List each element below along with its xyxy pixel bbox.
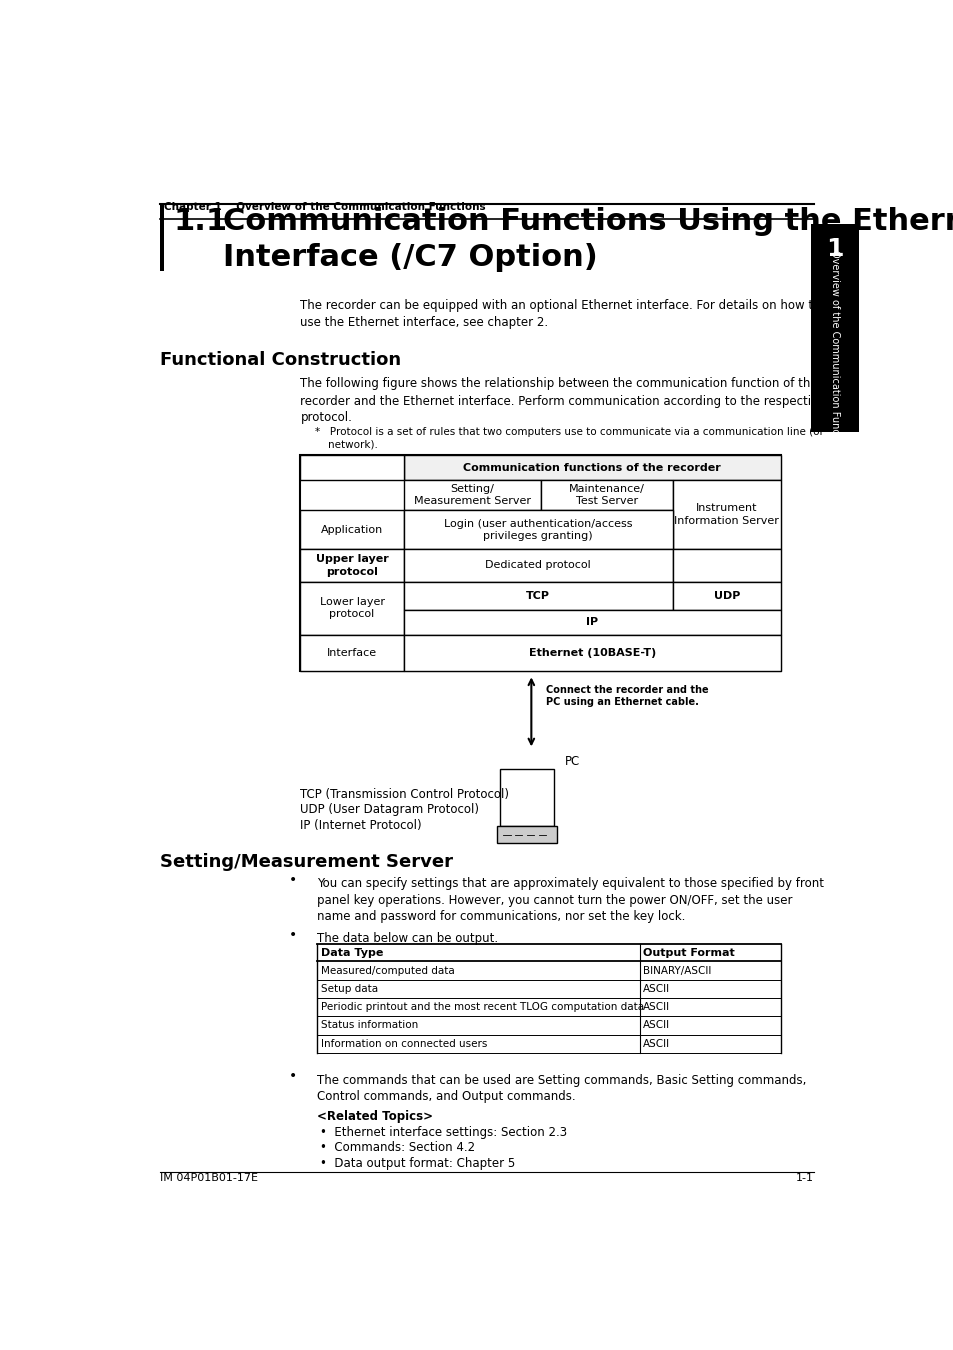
Text: Data Type: Data Type: [321, 948, 383, 957]
Text: Information on connected users: Information on connected users: [321, 1038, 487, 1049]
Text: The recorder can be equipped with an optional Ethernet interface. For details on: The recorder can be equipped with an opt…: [300, 300, 820, 312]
Text: Overview of the Communication Functions: Overview of the Communication Functions: [829, 251, 839, 458]
Text: ASCII: ASCII: [642, 1021, 670, 1030]
Text: Application: Application: [320, 525, 383, 535]
Text: Lower layer
protocol: Lower layer protocol: [319, 597, 384, 620]
Text: 1-1: 1-1: [796, 1173, 813, 1183]
Text: Measured/computed data: Measured/computed data: [321, 965, 455, 976]
Bar: [300, 549, 403, 582]
Text: UDP: UDP: [713, 591, 740, 601]
Text: •  Commands: Section 4.2: • Commands: Section 4.2: [319, 1141, 475, 1154]
Bar: [403, 582, 672, 610]
Text: Control commands, and Output commands.: Control commands, and Output commands.: [317, 1091, 576, 1103]
Text: IP: IP: [586, 617, 598, 628]
Text: Upper layer
protocol: Upper layer protocol: [315, 555, 388, 576]
Text: recorder and the Ethernet interface. Perform communication according to the resp: recorder and the Ethernet interface. Per…: [300, 394, 825, 408]
Text: •: •: [289, 927, 297, 942]
Bar: [403, 455, 781, 481]
Bar: [300, 582, 403, 634]
Bar: [403, 481, 540, 510]
Bar: [810, 224, 858, 432]
Text: Login (user authentication/access
privileges granting): Login (user authentication/access privil…: [443, 518, 632, 541]
Text: TCP: TCP: [526, 591, 550, 601]
Text: 1.1: 1.1: [173, 207, 227, 236]
Text: Maintenance/
Test Server: Maintenance/ Test Server: [568, 483, 644, 506]
Bar: [160, 204, 164, 271]
Text: name and password for communications, nor set the key lock.: name and password for communications, no…: [317, 910, 685, 923]
Bar: [672, 481, 781, 549]
Text: •: •: [289, 1069, 297, 1084]
Text: Communication Functions Using the Ethernet
Interface (/C7 Option): Communication Functions Using the Ethern…: [222, 207, 953, 271]
Text: panel key operations. However, you cannot turn the power ON/OFF, set the user: panel key operations. However, you canno…: [317, 894, 792, 907]
Text: Functional Construction: Functional Construction: [160, 351, 400, 369]
Text: Periodic printout and the most recent TLOG computation data: Periodic printout and the most recent TL…: [321, 1002, 643, 1012]
Text: TCP (Transmission Control Protocol): TCP (Transmission Control Protocol): [300, 788, 509, 801]
Text: Setup data: Setup data: [321, 984, 377, 994]
Text: Dedicated protocol: Dedicated protocol: [485, 560, 591, 571]
Text: IM 04P01B01-17E: IM 04P01B01-17E: [160, 1173, 257, 1183]
Bar: [403, 510, 672, 549]
Text: UDP (User Datagram Protocol): UDP (User Datagram Protocol): [300, 803, 479, 817]
Text: <Related Topics>: <Related Topics>: [317, 1110, 433, 1123]
Bar: [403, 549, 672, 582]
Bar: [403, 610, 781, 634]
Text: Interface: Interface: [327, 648, 376, 657]
Text: Setting/Measurement Server: Setting/Measurement Server: [160, 853, 453, 871]
Text: Instrument
Information Server: Instrument Information Server: [674, 504, 779, 525]
Text: ASCII: ASCII: [642, 1038, 670, 1049]
Bar: [300, 455, 781, 671]
Bar: [497, 826, 557, 842]
Bar: [403, 634, 781, 671]
Text: use the Ethernet interface, see chapter 2.: use the Ethernet interface, see chapter …: [300, 316, 548, 329]
Bar: [300, 634, 403, 671]
Bar: [499, 769, 553, 826]
Bar: [300, 455, 403, 481]
Text: network).: network).: [314, 440, 377, 450]
Text: Connect the recorder and the
PC using an Ethernet cable.: Connect the recorder and the PC using an…: [545, 684, 708, 707]
Text: ASCII: ASCII: [642, 984, 670, 994]
Text: Setting/
Measurement Server: Setting/ Measurement Server: [414, 483, 530, 506]
Text: •  Data output format: Chapter 5: • Data output format: Chapter 5: [319, 1157, 515, 1170]
Text: Communication functions of the recorder: Communication functions of the recorder: [463, 463, 720, 472]
Text: The following figure shows the relationship between the communication function o: The following figure shows the relations…: [300, 377, 817, 390]
Bar: [300, 510, 403, 549]
Text: Ethernet (10BASE-T): Ethernet (10BASE-T): [528, 648, 656, 657]
Text: •: •: [289, 873, 297, 887]
Bar: [317, 944, 781, 961]
Bar: [540, 481, 672, 510]
Bar: [672, 549, 781, 582]
Text: Chapter 1    Overview of the Communication Functions: Chapter 1 Overview of the Communication …: [164, 202, 485, 212]
Text: protocol.: protocol.: [300, 412, 352, 424]
Text: The data below can be output.: The data below can be output.: [317, 933, 498, 945]
Text: Status information: Status information: [321, 1021, 418, 1030]
Text: You can specify settings that are approximately equivalent to those specified by: You can specify settings that are approx…: [317, 878, 823, 890]
Text: *   Protocol is a set of rules that two computers use to communicate via a commu: * Protocol is a set of rules that two co…: [314, 427, 823, 437]
Text: The commands that can be used are Setting commands, Basic Setting commands,: The commands that can be used are Settin…: [317, 1073, 806, 1087]
Text: 1: 1: [825, 236, 842, 261]
Text: Output Format: Output Format: [642, 948, 734, 957]
Text: ASCII: ASCII: [642, 1002, 670, 1012]
Text: PC: PC: [564, 755, 579, 768]
Text: IP (Internet Protocol): IP (Internet Protocol): [300, 819, 421, 832]
Text: •  Ethernet interface settings: Section 2.3: • Ethernet interface settings: Section 2…: [319, 1126, 566, 1138]
Bar: [672, 582, 781, 610]
Text: BINARY/ASCII: BINARY/ASCII: [642, 965, 711, 976]
